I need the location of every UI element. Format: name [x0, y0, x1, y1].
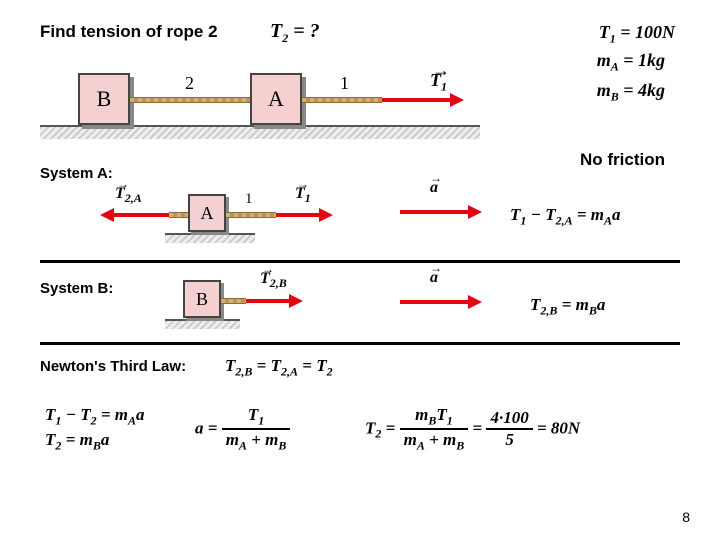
- block-A: A: [250, 73, 302, 125]
- a-expr: a = T1mA + mB: [195, 405, 290, 454]
- slide: Find tension of rope 2 T2 = ? T1 = 100N …: [0, 0, 720, 540]
- sysB-T2B-arrow: [246, 299, 291, 303]
- sysB-a-arrow-head: [468, 295, 482, 309]
- systemA-diagram: →T2,A A 1 →T1: [60, 185, 410, 255]
- T2-expr: T2 = mBT1mA + mB = 4·1005 = 80N: [365, 405, 580, 454]
- sysA-a-arrow-head: [468, 205, 482, 219]
- sysA-eq: T1 − T2,A = mAa: [510, 205, 621, 228]
- hr2: [40, 342, 680, 345]
- T2A-label: →T2,A: [115, 185, 142, 206]
- systemA-label: System A:: [40, 165, 113, 182]
- sysB-T2B-label: →T2,B: [260, 270, 287, 291]
- given-mA: mA = 1kg: [597, 50, 665, 75]
- sysA-T1-label: →T1: [295, 185, 311, 206]
- sysB-T2B-arrow-head: [289, 294, 303, 308]
- block-A-label: A: [268, 86, 284, 112]
- T2A-arrow: [114, 213, 169, 217]
- sysB-accel: →a: [400, 285, 490, 315]
- sysA-block: A: [188, 194, 226, 232]
- sysA-accel: →a: [400, 195, 490, 225]
- sysA-T1-arrow: [276, 213, 321, 217]
- sysA-a-label: →a: [430, 179, 438, 197]
- rope-2-label: 2: [185, 73, 194, 94]
- T2A-arrow-head: [100, 208, 114, 222]
- newton3-label: Newton's Third Law:: [40, 358, 186, 375]
- given-T1: T1 = 100N: [599, 22, 675, 47]
- question-eq: T2 = ?: [270, 20, 320, 46]
- sysA-rope1-label: 1: [245, 191, 253, 208]
- hr1: [40, 260, 680, 263]
- rope-2: [130, 97, 250, 103]
- systemB-label: System B:: [40, 280, 113, 297]
- sysB-a-label: →a: [430, 269, 438, 287]
- newton3-eq: T2,B = T2,A = T2: [225, 356, 333, 379]
- page-title: Find tension of rope 2: [40, 22, 218, 42]
- T1-arrow: [382, 98, 452, 102]
- rope-1: [302, 97, 382, 103]
- T1-arrow-head: [450, 93, 464, 107]
- sysA-rope-left: [169, 212, 189, 218]
- block-B: B: [78, 73, 130, 125]
- sysB-a-arrow: [400, 300, 470, 304]
- block-B-label: B: [97, 86, 112, 112]
- sysB-block: B: [183, 280, 221, 318]
- T1-vector-label: →T1: [430, 70, 447, 95]
- page-number: 8: [682, 509, 690, 525]
- sysB-rope: [221, 298, 246, 304]
- given-mB: mB = 4kg: [597, 80, 665, 105]
- sysB-eq: T2,B = mBa: [530, 295, 605, 318]
- main-diagram: B 2 A 1 →T1: [40, 55, 480, 150]
- sysA-a-arrow: [400, 210, 470, 214]
- systemB-diagram: B →T2,B: [165, 275, 365, 335]
- rope-1-label: 1: [340, 73, 349, 94]
- sysA-rope-right: [226, 212, 276, 218]
- final-eq2: T2 = mBa: [45, 430, 109, 453]
- no-friction-label: No friction: [580, 150, 665, 170]
- sysA-T1-arrow-head: [319, 208, 333, 222]
- final-eq1: T1 − T2 = mAa: [45, 405, 145, 428]
